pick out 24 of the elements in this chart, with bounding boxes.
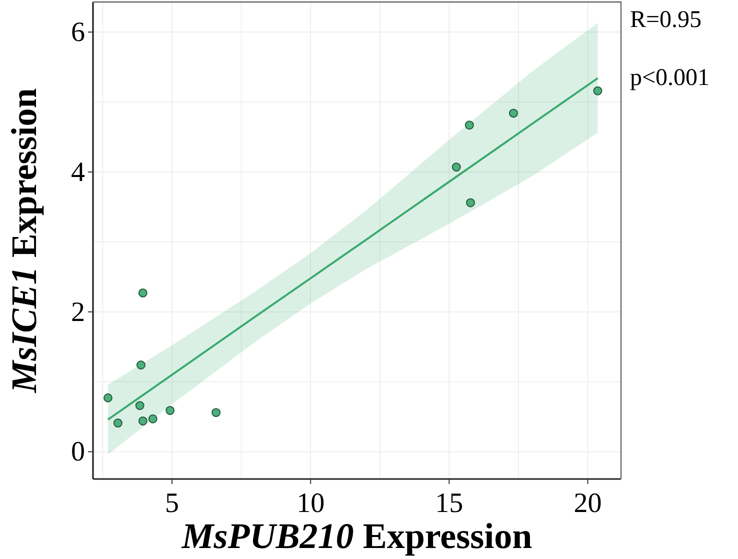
text: R=0.95 [630, 7, 702, 33]
x-tick-label: 20 [574, 488, 602, 520]
point [135, 401, 144, 410]
text: p<0.001 [630, 65, 710, 91]
y-tick-label: 2 [71, 296, 85, 328]
y-axis-title: MsICE1 Expression [4, 88, 44, 394]
point [508, 108, 518, 118]
point [113, 418, 122, 428]
line-series [106, 77, 599, 421]
point [166, 406, 175, 415]
point [136, 360, 146, 370]
x-tick-label: 5 [164, 488, 179, 520]
point [138, 288, 148, 298]
point [464, 120, 474, 130]
point [466, 198, 475, 208]
y-tick-label: 4 [71, 156, 85, 188]
point [148, 414, 158, 424]
point [103, 393, 112, 402]
y-tick-label: 0 [71, 436, 85, 468]
point [212, 408, 221, 418]
point [452, 162, 461, 172]
point [593, 86, 602, 96]
point [138, 416, 148, 426]
y-tick-label: 6 [71, 17, 85, 48]
